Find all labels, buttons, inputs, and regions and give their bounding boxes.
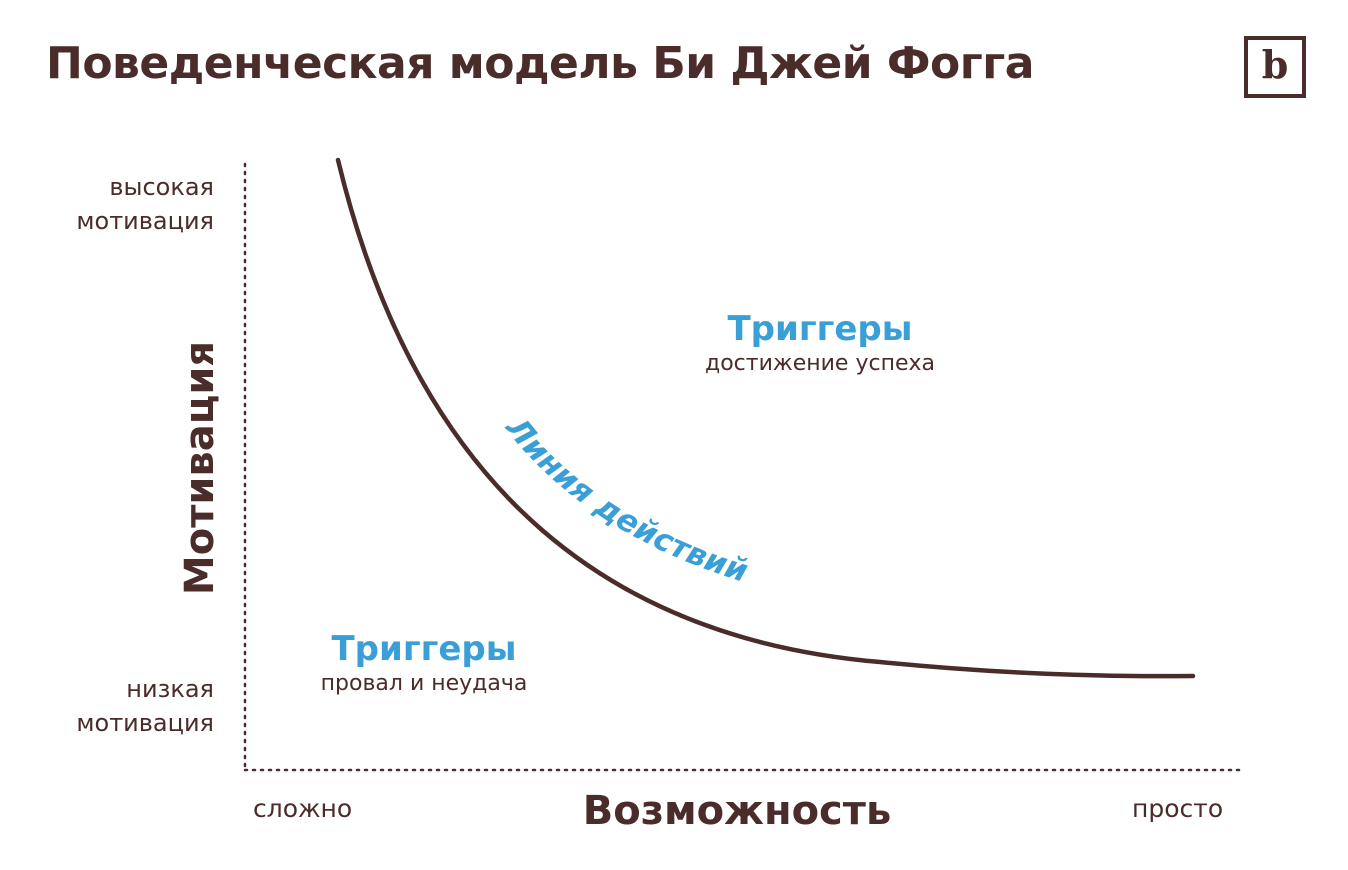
action-line-curve (335, 157, 1196, 679)
trigger-success: Триггеры достижение успеха (705, 308, 935, 378)
y-low-label-line2: мотивация (76, 709, 214, 737)
action-line-label: Линия действий (498, 410, 752, 590)
x-right-label: просто (1132, 794, 1224, 823)
brand-logo: b (1244, 36, 1306, 98)
page-title: Поведенческая модель Би Джей Фогга (46, 38, 1034, 89)
logo-letter: b (1261, 42, 1289, 87)
x-axis-title: Возможность (582, 788, 892, 834)
x-left-label: сложно (253, 794, 353, 823)
action-line-label-text: Линия действий (498, 410, 752, 590)
trigger-failure-subtitle: провал и неудача (320, 671, 528, 696)
y-high-label-line2: мотивация (76, 207, 214, 235)
trigger-failure: Триггеры провал и неудача (321, 628, 528, 698)
y-low-label-line1: низкая (126, 675, 214, 703)
y-high-label-line1: высокая (109, 173, 214, 201)
trigger-success-title: Триггеры (727, 309, 913, 349)
y-axis-title: Мотивация (177, 340, 223, 596)
trigger-success-subtitle: достижение успеха (705, 351, 935, 376)
trigger-failure-title: Триггеры (331, 629, 517, 669)
